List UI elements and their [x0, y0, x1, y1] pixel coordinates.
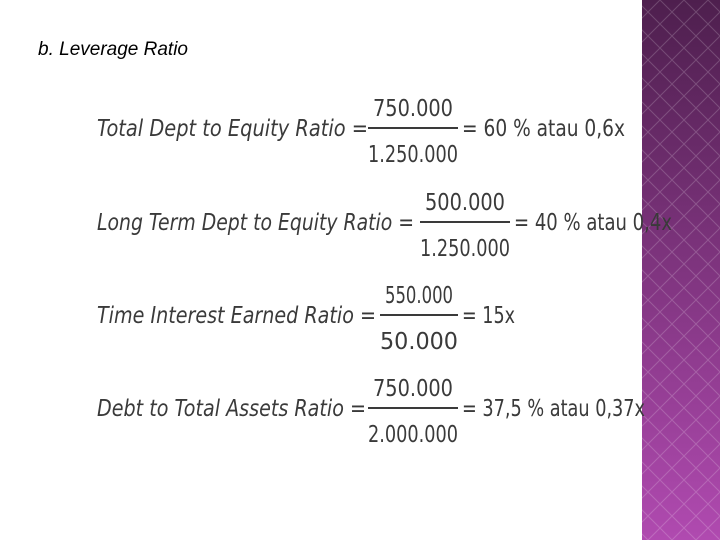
formula-result: = 60 % atau 0,6x	[462, 116, 625, 142]
formula-label: Time Interest Earned Ratio =	[97, 303, 376, 329]
formula-label: Total Dept to Equity Ratio =	[97, 116, 368, 142]
denominator: 2.000.000	[368, 422, 458, 448]
formulas: Total Dept to Equity Ratio =750.0001.250…	[97, 96, 672, 448]
formula-result: = 40 % atau 0,4x	[514, 210, 672, 236]
formula-result: = 15x	[462, 303, 515, 329]
formula-label: Debt to Total Assets Ratio =	[97, 396, 366, 422]
denominator: 1.250.000	[420, 236, 510, 262]
formula-label: Long Term Dept to Equity Ratio =	[97, 210, 414, 236]
numerator: 750.000	[373, 96, 453, 122]
denominator: 50.000	[380, 329, 458, 355]
numerator: 750.000	[373, 376, 453, 402]
numerator: 500.000	[425, 190, 505, 216]
denominator: 1.250.000	[368, 142, 458, 168]
side-pattern	[642, 0, 720, 540]
numerator: 550.000	[385, 283, 453, 309]
slide-title: b. Leverage Ratio	[38, 39, 188, 60]
formula-result: = 37,5 % atau 0,37x	[462, 396, 645, 422]
